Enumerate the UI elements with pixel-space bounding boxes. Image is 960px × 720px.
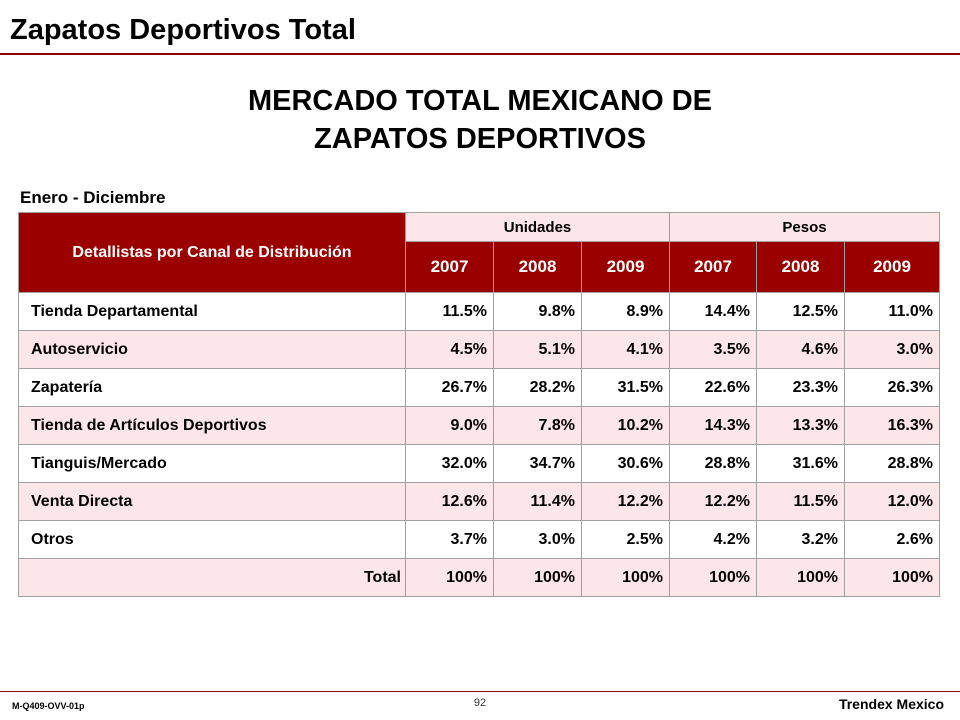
table-row: Tienda de Artículos Deportivos 9.0% 7.8% 10… [18,406,940,445]
table-row: Venta Directa 12.6% 11.4% 12.2% 12.2% 11.5% 12… [18,482,940,521]
value-cell: 28.8% [669,444,757,483]
value-cell: 12.6% [405,482,494,521]
main-title-line-1: MERCADO TOTAL MEXICANO DE [247,85,712,117]
value-cell: 11.5% [756,482,845,521]
total-cell: 100% [756,558,845,597]
year-header: 2009 [844,241,940,293]
page-number: 92 [473,697,487,709]
year-header: 2009 [581,241,670,293]
value-cell: 13.3% [756,406,845,445]
value-cell: 23.3% [756,368,845,407]
main-title-line-2: ZAPATOS DEPORTIVOS [314,123,646,155]
total-label: Total [18,558,406,597]
total-cell: 100% [581,558,670,597]
period-label: Enero - Diciembre [20,188,166,207]
value-cell: 12.2% [581,482,670,521]
year-header: 2008 [756,241,845,293]
value-cell: 4.5% [405,330,494,369]
year-header: 2008 [493,241,582,293]
value-cell: 12.5% [756,292,845,331]
total-cell: 100% [405,558,494,597]
total-row: Total 100% 100% 100% 100% 100% 100% [18,558,940,597]
value-cell: 16.3% [844,406,940,445]
year-header: 2007 [669,241,757,293]
value-cell: 32.0% [405,444,494,483]
table-row: Tianguis/Mercado 32.0% 34.7% 30.6% 28.8% 31.6… [18,444,940,483]
table-row: Tienda Departamental 11.5% 9.8% 8.9% 14.4% 12… [18,292,940,331]
main-title: MERCADO TOTAL MEXICANO DE ZAPATOS DEPORT… [0,82,960,158]
value-cell: 26.7% [405,368,494,407]
value-cell: 4.1% [581,330,670,369]
value-cell: 5.1% [493,330,582,369]
value-cell: 3.5% [669,330,757,369]
table-row: Otros 3.7% 3.0% 2.5% 4.2% 3.2% 2.6% [18,520,940,559]
page-title: Zapatos Deportivos Total [10,14,356,46]
row-label: Venta Directa [18,482,406,521]
row-label: Autoservicio [18,330,406,369]
row-label: Otros [18,520,406,559]
value-cell: 2.5% [581,520,670,559]
value-cell: 28.8% [844,444,940,483]
value-cell: 3.7% [405,520,494,559]
footer-divider [0,691,960,692]
value-cell: 9.0% [405,406,494,445]
value-cell: 12.0% [844,482,940,521]
brand-name: Trendex Mexico [838,696,944,712]
value-cell: 26.3% [844,368,940,407]
value-cell: 28.2% [493,368,582,407]
value-cell: 4.2% [669,520,757,559]
value-cell: 10.2% [581,406,670,445]
value-cell: 11.4% [493,482,582,521]
value-cell: 12.2% [669,482,757,521]
value-cell: 14.4% [669,292,757,331]
total-cell: 100% [844,558,940,597]
row-label: Tienda Departamental [18,292,406,331]
group-header-unidades: Unidades [405,212,670,242]
value-cell: 4.6% [756,330,845,369]
value-cell: 11.0% [844,292,940,331]
value-cell: 34.7% [493,444,582,483]
value-cell: 7.8% [493,406,582,445]
table-row: Autoservicio 4.5% 5.1% 4.1% 3.5% 4.6% 3.0% [18,330,940,369]
year-header: 2007 [405,241,494,293]
value-cell: 3.0% [844,330,940,369]
value-cell: 3.0% [493,520,582,559]
value-cell: 8.9% [581,292,670,331]
value-cell: 2.6% [844,520,940,559]
total-cell: 100% [493,558,582,597]
value-cell: 22.6% [669,368,757,407]
title-divider [0,53,960,55]
value-cell: 31.5% [581,368,670,407]
footer-code: M-Q409-OVV-01p [12,701,85,711]
row-label: Tianguis/Mercado [18,444,406,483]
row-label: Zapatería [18,368,406,407]
total-cell: 100% [669,558,757,597]
value-cell: 30.6% [581,444,670,483]
row-label: Tienda de Artículos Deportivos [18,406,406,445]
value-cell: 31.6% [756,444,845,483]
group-header-pesos: Pesos [669,212,940,242]
value-cell: 3.2% [756,520,845,559]
value-cell: 11.5% [405,292,494,331]
value-cell: 14.3% [669,406,757,445]
distribution-table: Detallistas por Canal de Distribución Un… [18,212,940,597]
value-cell: 9.8% [493,292,582,331]
table-row: Zapatería 26.7% 28.2% 31.5% 22.6% 23.3% 26.3% [18,368,940,407]
row-header: Detallistas por Canal de Distribución [18,212,406,293]
